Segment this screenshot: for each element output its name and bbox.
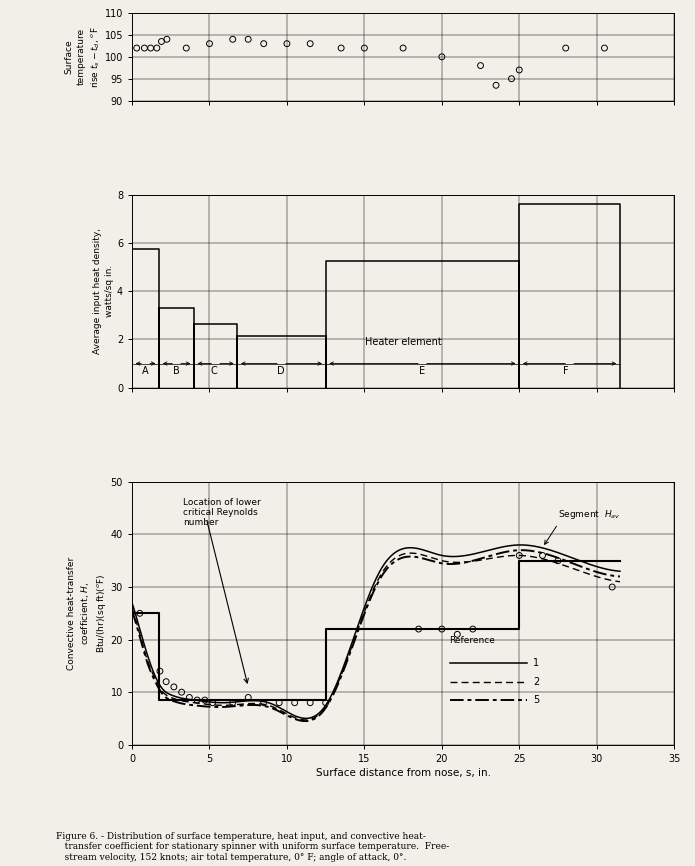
Point: [599, 41, 610, 55]
Point: [304, 36, 316, 50]
Point: [258, 695, 269, 709]
Text: 2: 2: [533, 676, 539, 687]
Text: Figure 6. - Distribution of surface temperature, heat input, and convective heat: Figure 6. - Distribution of surface temp…: [56, 832, 449, 862]
Point: [207, 695, 218, 709]
Point: [227, 695, 238, 709]
Point: [181, 41, 192, 55]
Point: [183, 690, 195, 704]
Point: [537, 548, 548, 562]
Y-axis label: Average input heat density,
watts/sq in.: Average input heat density, watts/sq in.: [93, 229, 114, 354]
Point: [274, 695, 285, 709]
Text: C: C: [211, 365, 218, 376]
Point: [281, 36, 293, 50]
Point: [131, 41, 142, 55]
Point: [359, 41, 370, 55]
Point: [176, 685, 187, 699]
Point: [134, 606, 145, 620]
Point: [514, 548, 525, 562]
Point: [491, 78, 502, 92]
Point: [436, 50, 448, 64]
Point: [199, 693, 211, 707]
Point: [336, 41, 347, 55]
Text: 5: 5: [533, 695, 539, 705]
Point: [452, 627, 463, 641]
Point: [514, 63, 525, 77]
Point: [161, 32, 172, 46]
Point: [413, 622, 424, 636]
Point: [154, 664, 165, 678]
Y-axis label: Surface
temperature
rise $t_s - t_d$, $^{o}$F: Surface temperature rise $t_s - t_d$, $^…: [65, 26, 101, 87]
Point: [227, 32, 238, 46]
Point: [204, 36, 215, 50]
Point: [168, 680, 179, 694]
Point: [398, 41, 409, 55]
Text: F: F: [563, 365, 569, 376]
Text: E: E: [418, 365, 425, 376]
Point: [243, 32, 254, 46]
Point: [243, 690, 254, 704]
Point: [506, 72, 517, 86]
Point: [192, 693, 203, 707]
Point: [289, 695, 300, 709]
Point: [320, 695, 332, 709]
Text: A: A: [142, 365, 149, 376]
Text: D: D: [277, 365, 284, 376]
Point: [436, 622, 448, 636]
Text: Reference: Reference: [450, 636, 496, 645]
Text: B: B: [173, 365, 179, 376]
Point: [560, 41, 571, 55]
Text: Heater element: Heater element: [365, 337, 441, 346]
Text: Location of lower
critical Reynolds
number: Location of lower critical Reynolds numb…: [183, 498, 261, 527]
Point: [139, 41, 150, 55]
Text: 1: 1: [533, 658, 539, 669]
Point: [475, 59, 486, 73]
Point: [553, 553, 564, 567]
Point: [607, 580, 618, 594]
Text: Segment  $H_{av}$: Segment $H_{av}$: [558, 508, 621, 521]
Point: [467, 622, 478, 636]
Y-axis label: Convective heat-transfer
coefficient, $H$,
Btu/(hr)(sq ft)($^{o}$F): Convective heat-transfer coefficient, $H…: [67, 557, 108, 670]
Point: [161, 675, 172, 688]
Point: [145, 41, 156, 55]
Point: [156, 35, 167, 48]
Point: [304, 695, 316, 709]
X-axis label: Surface distance from nose, s, in.: Surface distance from nose, s, in.: [316, 768, 491, 778]
Point: [258, 36, 269, 50]
Point: [152, 41, 163, 55]
